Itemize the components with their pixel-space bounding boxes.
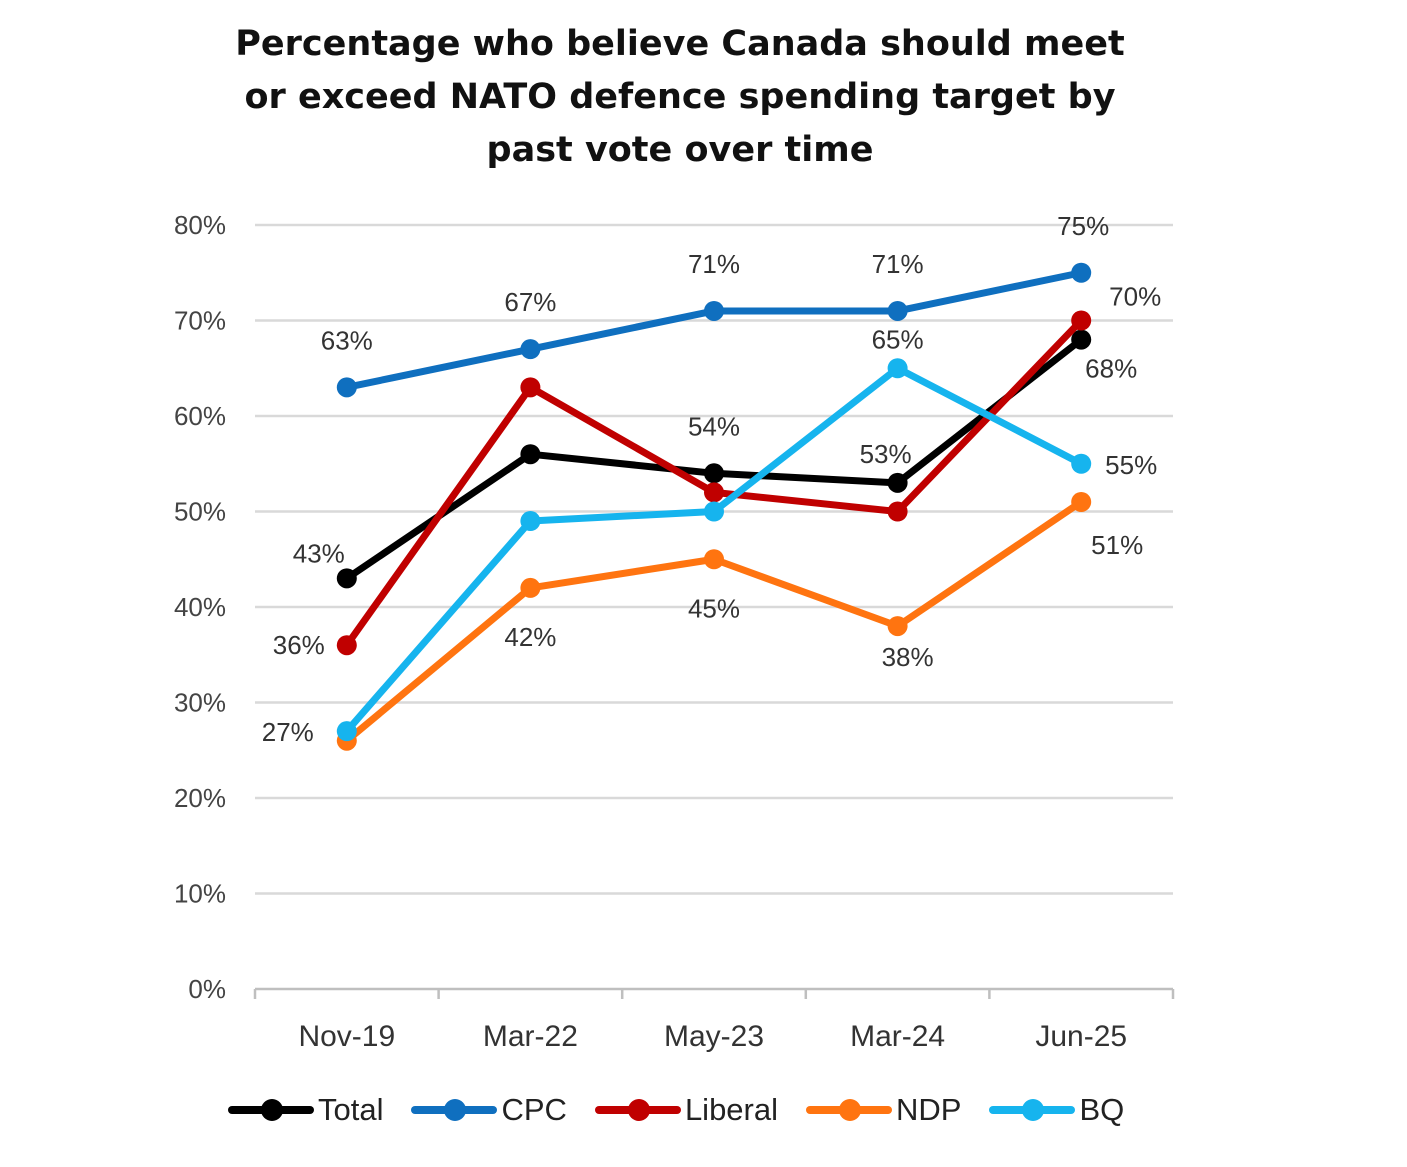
point-ndp bbox=[887, 616, 908, 637]
data-label-liberal: 70% bbox=[1109, 282, 1161, 312]
legend-item-liberal: Liberal bbox=[594, 1092, 778, 1128]
point-cpc bbox=[336, 377, 357, 398]
legend-item-cpc: CPC bbox=[411, 1092, 567, 1128]
point-total bbox=[704, 463, 724, 484]
point-bq bbox=[520, 511, 541, 532]
data-label-cpc: 71% bbox=[872, 249, 924, 279]
point-liberal bbox=[704, 482, 724, 503]
legend-marker-ndp bbox=[839, 1099, 861, 1121]
legend-swatch-liberal bbox=[594, 1099, 681, 1121]
chart-title-line: past vote over time bbox=[486, 130, 874, 170]
series-line-cpc bbox=[343, 269, 1085, 391]
point-ndp bbox=[1071, 491, 1092, 512]
point-liberal bbox=[520, 377, 541, 398]
x-tick-label: Jun-25 bbox=[1035, 1020, 1127, 1053]
data-label-total: 53% bbox=[860, 439, 912, 469]
data-label-ndp: 45% bbox=[688, 593, 740, 623]
legend-swatch-cpc bbox=[411, 1099, 498, 1121]
y-tick-label: 0% bbox=[188, 974, 226, 1004]
data-label-cpc: 75% bbox=[1057, 211, 1109, 241]
legend-item-ndp: NDP bbox=[806, 1092, 961, 1128]
data-label-liberal: 36% bbox=[273, 630, 325, 660]
legend-label-total: Total bbox=[318, 1092, 384, 1127]
point-total bbox=[336, 568, 357, 589]
legend-marker-bq bbox=[1022, 1099, 1045, 1121]
point-cpc bbox=[887, 300, 908, 321]
chart-title-line: Percentage who believe Canada should mee… bbox=[235, 24, 1125, 64]
data-label-cpc: 71% bbox=[688, 249, 740, 279]
legend-label-cpc: CPC bbox=[501, 1092, 567, 1127]
point-total bbox=[520, 444, 541, 465]
y-tick-label: 60% bbox=[174, 401, 226, 431]
legend-swatch-total bbox=[228, 1099, 314, 1121]
data-label-ndp: 38% bbox=[882, 642, 934, 672]
point-liberal bbox=[336, 635, 357, 656]
point-liberal bbox=[887, 501, 908, 522]
legend-marker-cpc bbox=[444, 1099, 467, 1121]
point-total bbox=[887, 472, 908, 493]
legend-swatch-ndp bbox=[806, 1099, 892, 1121]
chart-legend: Total CPC Liberal NDP BQ bbox=[228, 1092, 1124, 1128]
y-tick-label: 10% bbox=[174, 879, 226, 909]
legend-label-bq: BQ bbox=[1079, 1092, 1125, 1127]
point-liberal bbox=[1071, 310, 1092, 331]
x-tick-label: Nov-19 bbox=[298, 1020, 395, 1053]
point-cpc bbox=[1071, 262, 1092, 283]
y-tick-label: 20% bbox=[174, 783, 226, 813]
x-tick-label: May-23 bbox=[664, 1020, 764, 1053]
y-tick-label: 50% bbox=[174, 497, 226, 527]
data-label-ndp: 51% bbox=[1091, 530, 1143, 560]
legend-item-total: Total bbox=[228, 1092, 383, 1128]
data-label-total: 54% bbox=[688, 411, 740, 441]
y-tick-label: 40% bbox=[174, 592, 226, 622]
point-bq bbox=[336, 721, 357, 742]
legend-item-bq: BQ bbox=[989, 1092, 1124, 1128]
point-ndp bbox=[704, 549, 724, 570]
data-label-cpc: 63% bbox=[321, 325, 373, 355]
data-label-bq: 65% bbox=[872, 324, 924, 354]
legend-swatch-bq bbox=[989, 1099, 1076, 1121]
point-bq bbox=[704, 501, 724, 522]
point-bq bbox=[887, 358, 908, 379]
legend-marker-total bbox=[261, 1099, 283, 1121]
x-tick-label: Mar-22 bbox=[483, 1020, 578, 1053]
series-line-total bbox=[343, 336, 1085, 582]
data-label-total: 68% bbox=[1085, 354, 1137, 384]
data-label-total: 43% bbox=[293, 538, 345, 568]
point-bq bbox=[1071, 453, 1092, 474]
chart-title: Percentage who believe Canada should mee… bbox=[230, 18, 1130, 177]
legend-label-liberal: Liberal bbox=[684, 1092, 778, 1127]
point-ndp bbox=[520, 577, 541, 598]
data-label-cpc: 67% bbox=[504, 287, 556, 317]
point-cpc bbox=[520, 339, 541, 360]
y-tick-label: 80% bbox=[174, 210, 226, 240]
point-cpc bbox=[704, 300, 724, 321]
chart-title-line: or exceed NATO defence spending target b… bbox=[244, 77, 1116, 117]
data-label-bq: 55% bbox=[1105, 450, 1157, 480]
y-tick-label: 70% bbox=[174, 306, 226, 336]
line-chart: 0% 10% 20% 30% 40% 50% 60% 70% 80% Nov-19 Mar-22 Ma… bbox=[174, 210, 1175, 1053]
legend-label-ndp: NDP bbox=[896, 1092, 962, 1127]
x-tick-label: Mar-24 bbox=[850, 1020, 945, 1053]
y-tick-label: 30% bbox=[174, 688, 226, 718]
legend-marker-liberal bbox=[627, 1099, 650, 1121]
data-label-bq: 27% bbox=[262, 717, 314, 747]
data-label-ndp: 42% bbox=[504, 622, 556, 652]
point-total bbox=[1071, 329, 1092, 350]
